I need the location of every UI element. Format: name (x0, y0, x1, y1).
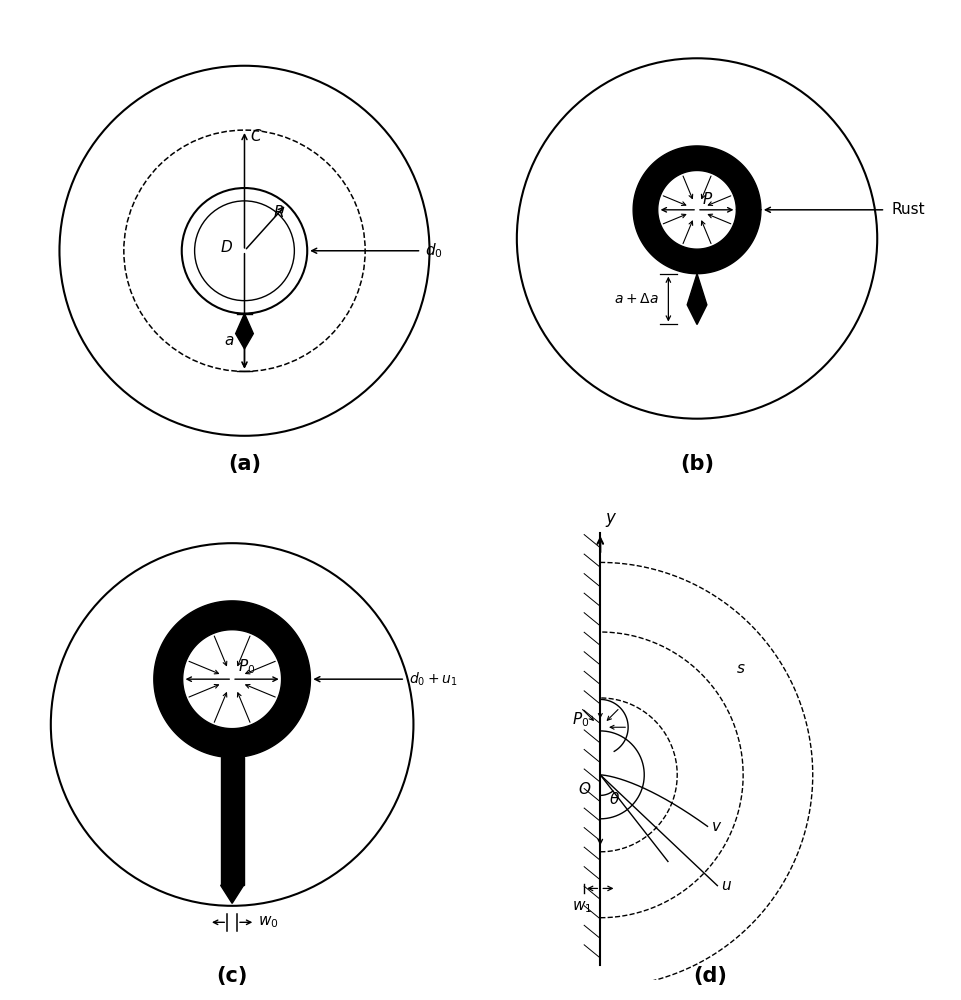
Text: (b): (b) (679, 454, 713, 474)
Text: $P_0$: $P_0$ (572, 711, 589, 729)
Text: $C$: $C$ (250, 128, 262, 144)
Text: $d_0+u_1$: $d_0+u_1$ (408, 670, 457, 688)
Polygon shape (154, 601, 310, 757)
Text: $w_1$: $w_1$ (571, 899, 591, 915)
Text: (c): (c) (216, 966, 248, 986)
Polygon shape (686, 274, 706, 324)
Text: Rust: Rust (891, 202, 924, 217)
Text: $y$: $y$ (604, 511, 617, 529)
Text: $P_0$: $P_0$ (237, 657, 255, 676)
Text: $O$: $O$ (578, 781, 591, 797)
Text: $v$: $v$ (710, 819, 722, 834)
Text: $a+\Delta a$: $a+\Delta a$ (613, 292, 658, 306)
Text: (a): (a) (228, 454, 260, 474)
Text: $R$: $R$ (273, 204, 284, 220)
Polygon shape (220, 757, 243, 885)
Text: $d_0$: $d_0$ (425, 241, 443, 260)
Text: (d): (d) (693, 966, 727, 986)
Polygon shape (632, 146, 760, 274)
Text: $s$: $s$ (735, 661, 745, 676)
Text: $\theta$: $\theta$ (608, 791, 620, 807)
Polygon shape (235, 314, 253, 349)
Text: $w_0$: $w_0$ (259, 914, 279, 930)
Text: $P$: $P$ (702, 191, 712, 207)
Polygon shape (220, 885, 243, 903)
Text: $a$: $a$ (224, 333, 234, 348)
Text: $D$: $D$ (220, 239, 234, 255)
Text: $u$: $u$ (721, 878, 731, 893)
